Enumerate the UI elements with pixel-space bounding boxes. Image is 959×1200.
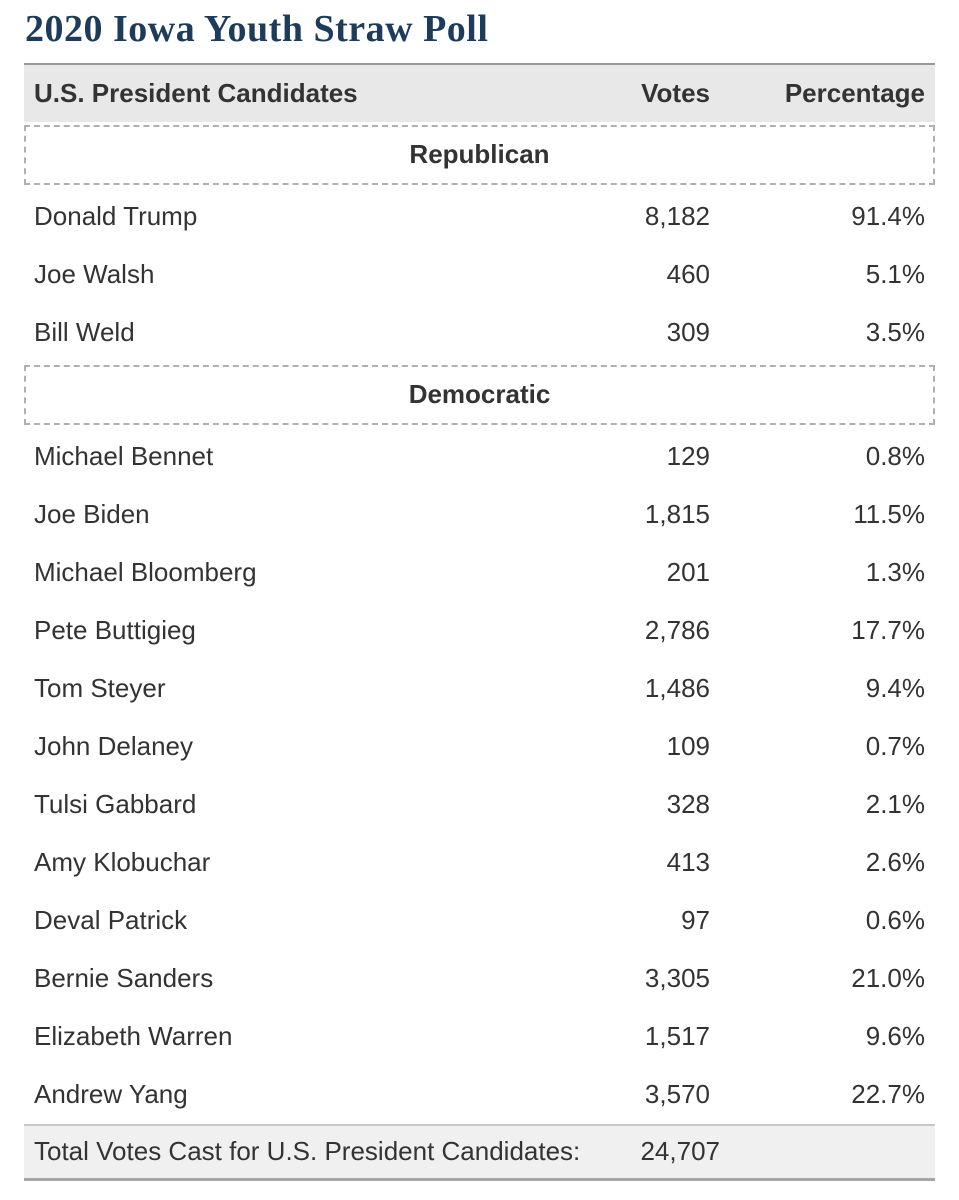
table-row: Elizabeth Warren 1,517 9.6% — [24, 1007, 935, 1066]
candidate-percentage: 9.4% — [865, 673, 925, 704]
table-row: Michael Bloomberg 201 1.3% — [24, 543, 935, 602]
candidate-name: Deval Patrick — [34, 905, 188, 936]
table-header-row: U.S. President Candidates Votes Percenta… — [24, 64, 935, 122]
candidate-percentage: 3.5% — [865, 317, 925, 348]
candidate-percentage: 2.6% — [865, 847, 925, 878]
candidate-name: Joe Biden — [34, 499, 150, 530]
candidate-percentage: 0.7% — [865, 731, 925, 762]
candidate-votes: 1,486 — [644, 673, 710, 704]
section-label: Democratic — [408, 379, 551, 410]
table-row: Pete Buttigieg 2,786 17.7% — [24, 601, 935, 660]
section-header-democratic: Democratic — [24, 364, 935, 425]
candidate-votes: 129 — [666, 441, 710, 472]
table-row: Deval Patrick 97 0.6% — [24, 891, 935, 950]
table-row: Bill Weld 309 3.5% — [24, 303, 935, 362]
table-footer-row: Total Votes Cast for U.S. President Cand… — [24, 1123, 935, 1181]
table-row: Tulsi Gabbard 328 2.1% — [24, 775, 935, 834]
candidate-name: Bernie Sanders — [34, 963, 214, 994]
table-row: Amy Klobuchar 413 2.6% — [24, 833, 935, 892]
section-label: Republican — [409, 139, 550, 170]
candidate-percentage: 1.3% — [865, 557, 925, 588]
candidate-name: Michael Bennet — [34, 441, 214, 472]
candidate-votes: 109 — [666, 731, 710, 762]
candidate-votes: 3,305 — [644, 963, 710, 994]
candidate-votes: 1,517 — [644, 1021, 710, 1052]
table-row: Andrew Yang 3,570 22.7% — [24, 1065, 935, 1124]
candidate-percentage: 91.4% — [851, 201, 925, 232]
candidate-percentage: 0.8% — [865, 441, 925, 472]
candidate-votes: 328 — [666, 789, 710, 820]
table-row: Bernie Sanders 3,305 21.0% — [24, 949, 935, 1008]
candidate-name: Donald Trump — [34, 201, 198, 232]
column-header-candidates: U.S. President Candidates — [34, 77, 358, 108]
column-header-percentage: Percentage — [784, 77, 925, 108]
table-row: Donald Trump 8,182 91.4% — [24, 187, 935, 246]
total-votes-label: Total Votes Cast for U.S. President Cand… — [34, 1136, 581, 1167]
candidate-votes: 309 — [666, 317, 710, 348]
table-row: Tom Steyer 1,486 9.4% — [24, 659, 935, 718]
candidate-votes: 201 — [666, 557, 710, 588]
candidate-percentage: 5.1% — [865, 259, 925, 290]
candidate-name: John Delaney — [34, 731, 193, 762]
candidate-votes: 460 — [666, 259, 710, 290]
candidate-votes: 413 — [666, 847, 710, 878]
candidate-name: Amy Klobuchar — [34, 847, 211, 878]
table-row: Joe Biden 1,815 11.5% — [24, 485, 935, 544]
table-row: Joe Walsh 460 5.1% — [24, 245, 935, 304]
candidate-name: Bill Weld — [34, 317, 135, 348]
candidate-votes: 8,182 — [644, 201, 710, 232]
candidate-name: Tom Steyer — [34, 673, 166, 704]
candidate-name: Pete Buttigieg — [34, 615, 196, 646]
candidate-name: Elizabeth Warren — [34, 1021, 233, 1052]
candidate-percentage: 2.1% — [865, 789, 925, 820]
candidate-votes: 1,815 — [644, 499, 710, 530]
candidate-percentage: 22.7% — [851, 1079, 925, 1110]
table-row: John Delaney 109 0.7% — [24, 717, 935, 776]
candidate-percentage: 0.6% — [865, 905, 925, 936]
candidate-percentage: 21.0% — [851, 963, 925, 994]
candidate-percentage: 11.5% — [853, 499, 925, 530]
candidate-percentage: 9.6% — [865, 1021, 925, 1052]
candidate-name: Andrew Yang — [34, 1079, 188, 1110]
candidate-percentage: 17.7% — [851, 615, 925, 646]
candidate-votes: 97 — [681, 905, 710, 936]
total-votes-value: 24,707 — [640, 1136, 720, 1167]
candidate-name: Joe Walsh — [34, 259, 155, 290]
candidate-name: Michael Bloomberg — [34, 557, 257, 588]
candidate-name: Tulsi Gabbard — [34, 789, 197, 820]
column-header-votes: Votes — [641, 77, 710, 108]
section-header-republican: Republican — [24, 124, 935, 185]
candidate-votes: 3,570 — [644, 1079, 710, 1110]
candidate-votes: 2,786 — [644, 615, 710, 646]
poll-results-table: U.S. President Candidates Votes Percenta… — [24, 62, 935, 1181]
page-title: 2020 Iowa Youth Straw Poll — [25, 8, 489, 50]
table-row: Michael Bennet 129 0.8% — [24, 427, 935, 486]
